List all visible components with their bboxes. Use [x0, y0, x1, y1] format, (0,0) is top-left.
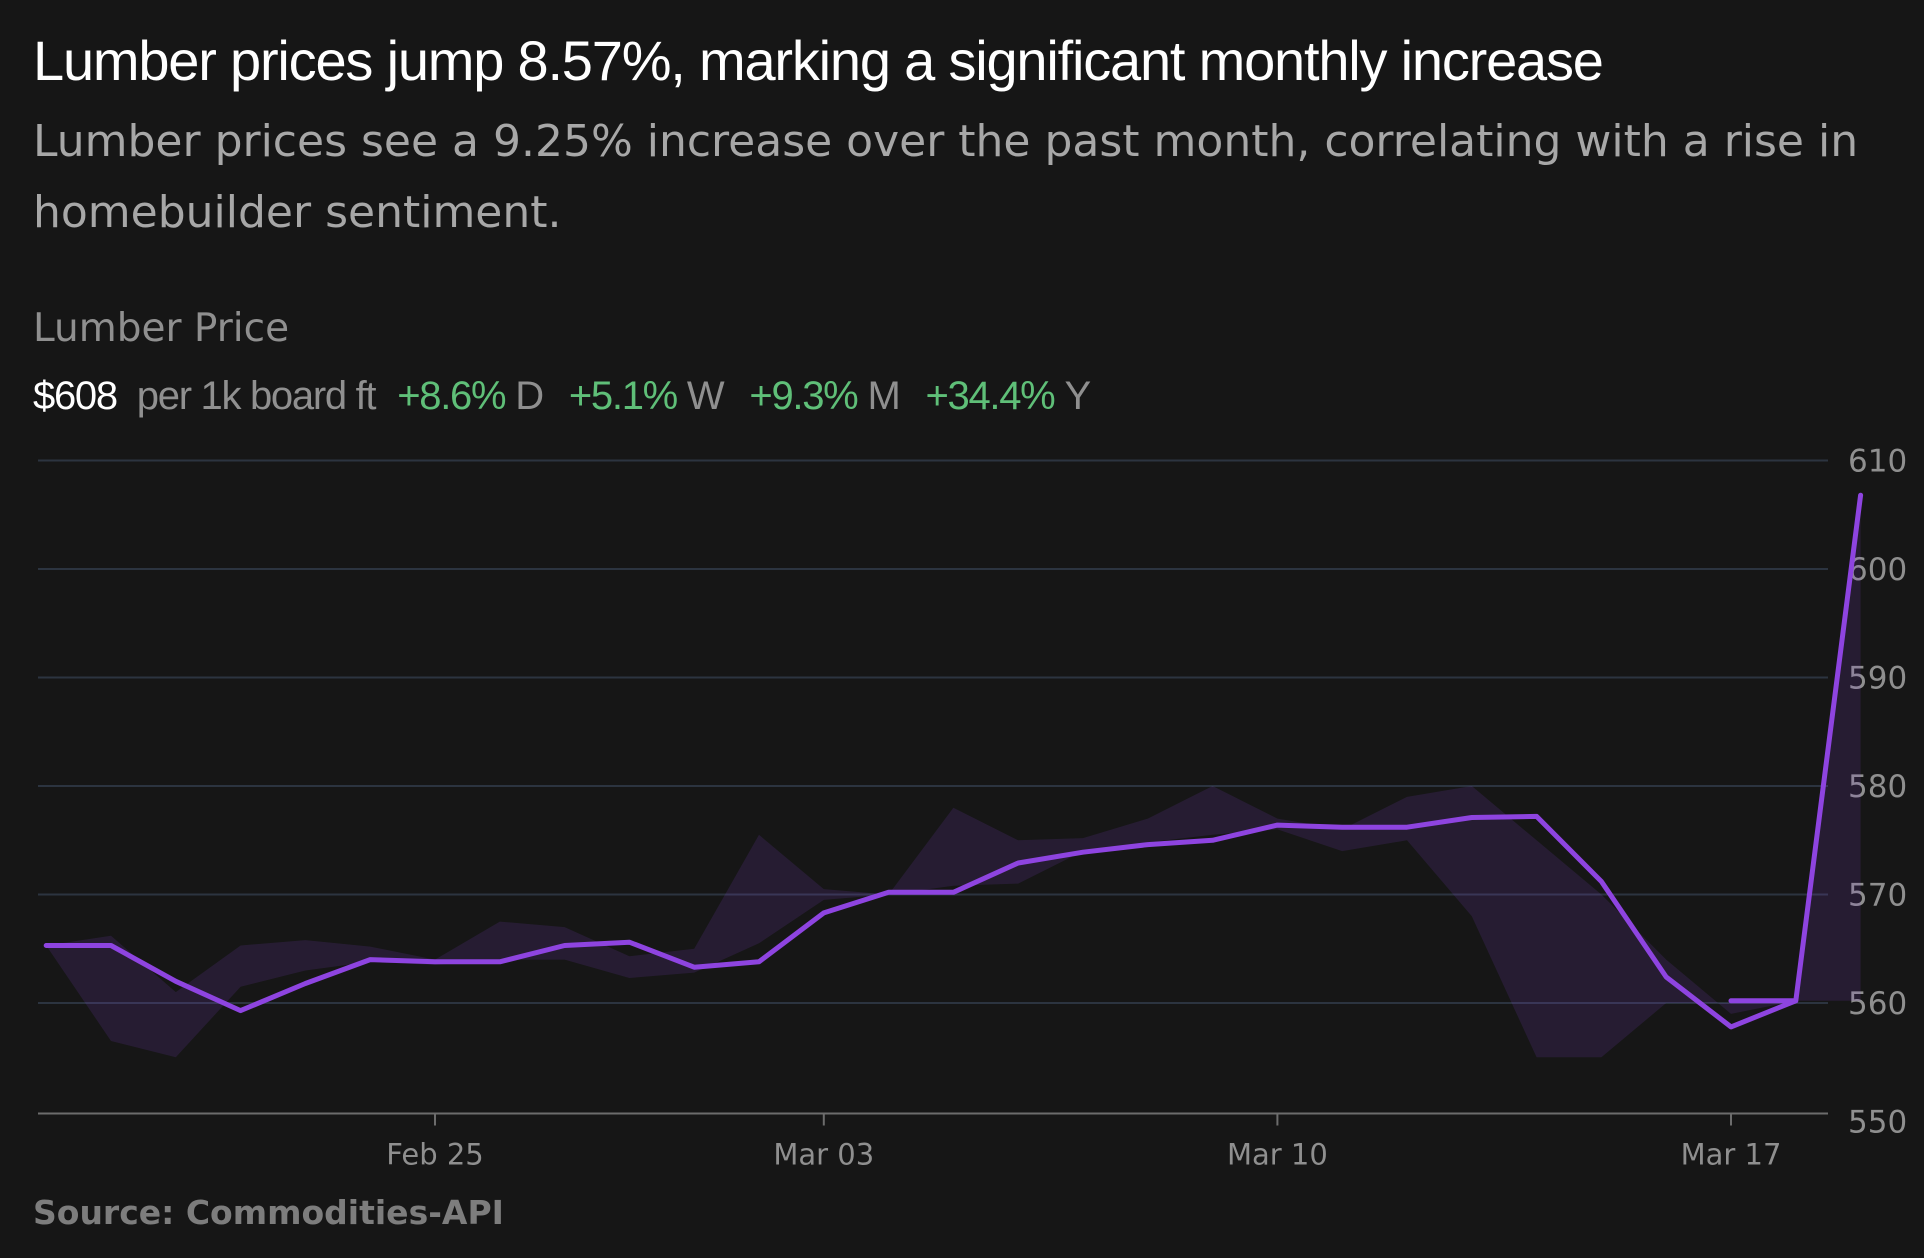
current-price: $608 [33, 374, 118, 418]
range-band [46, 495, 1861, 1058]
headline: Lumber prices jump 8.57%, marking a sign… [33, 29, 1604, 92]
x-tick-label: Mar 10 [1227, 1138, 1328, 1171]
y-tick-label: 570 [1848, 878, 1907, 914]
y-tick-label: 590 [1848, 661, 1907, 697]
price-unit: per 1k board ft [136, 374, 377, 418]
change-period: Y [1064, 374, 1091, 418]
x-tick-label: Feb 25 [386, 1138, 483, 1171]
lumber-price-chart: 550 560 570 580 590 600 610 Feb 25 Mar 03 Mar 10 M… [38, 444, 1907, 1171]
price-line [43, 492, 1864, 1030]
subtitle: Lumber prices see a 9.25% increase over … [33, 116, 1859, 238]
change-day: +8.6% D [397, 374, 544, 418]
x-tick-label: Mar 03 [773, 1138, 874, 1171]
metric-label: Lumber Price [33, 306, 290, 351]
change-period: W [686, 374, 725, 418]
change-value: +34.4% [925, 374, 1055, 418]
change-month: +9.3% M [749, 374, 900, 418]
change-value: +9.3% [749, 374, 858, 418]
change-value: +8.6% [397, 374, 506, 418]
change-week: +5.1% W [568, 374, 725, 418]
x-tick-label: Mar 17 [1681, 1138, 1782, 1171]
change-period: M [867, 374, 900, 418]
price-stats: $608 per 1k board ft +8.6% D +5.1% W +9.3% M +34… [33, 374, 1091, 419]
y-tick-label: 610 [1848, 444, 1907, 480]
change-value: +5.1% [568, 374, 678, 418]
y-tick-label: 560 [1848, 986, 1907, 1022]
source-note: Source: Commodities-API [33, 1193, 504, 1232]
change-year: +34.4% Y [925, 374, 1091, 418]
y-tick-label: 600 [1848, 552, 1907, 588]
change-period: D [515, 374, 544, 418]
y-tick-label: 580 [1848, 769, 1907, 805]
y-tick-label: 550 [1848, 1105, 1907, 1141]
